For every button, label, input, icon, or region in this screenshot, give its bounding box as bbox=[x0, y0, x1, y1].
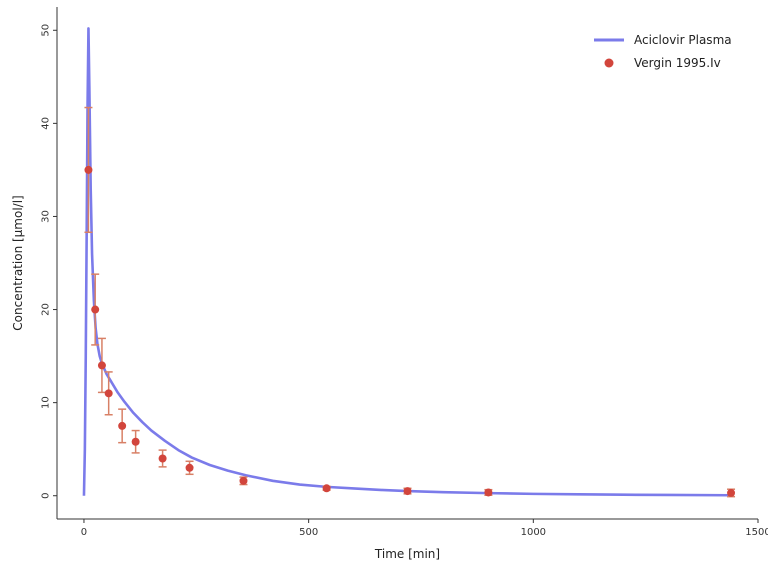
y-tick-label: 30 bbox=[41, 210, 52, 223]
observed-point-group bbox=[403, 487, 412, 496]
observed-point-group bbox=[104, 371, 113, 416]
y-tick-label: 40 bbox=[41, 117, 52, 130]
observed-point bbox=[118, 421, 127, 430]
series-layer bbox=[82, 27, 736, 498]
observed-point-group bbox=[484, 488, 493, 497]
x-axis-label: Time [min] bbox=[374, 547, 440, 561]
observed-point-group bbox=[185, 460, 194, 476]
y-tick-label: 50 bbox=[41, 24, 52, 37]
observed-point bbox=[403, 487, 412, 496]
observed-point bbox=[239, 476, 248, 485]
simulation-line bbox=[82, 27, 732, 497]
observed-point bbox=[158, 454, 167, 463]
observed-point-group bbox=[84, 106, 93, 234]
legend-point-swatch bbox=[604, 58, 614, 68]
x-tick-label: 1000 bbox=[521, 527, 546, 538]
observed-point-group bbox=[131, 429, 140, 454]
legend: Aciclovir Plasma Vergin 1995.Iv bbox=[594, 33, 732, 70]
observed-point bbox=[91, 305, 100, 314]
observed-point bbox=[322, 484, 331, 493]
x-tick-label: 500 bbox=[299, 527, 318, 538]
x-tick-label: 1500 bbox=[745, 527, 768, 538]
observed-point bbox=[104, 389, 113, 398]
y-tick-label: 0 bbox=[41, 493, 52, 499]
observed-point-group bbox=[118, 408, 127, 444]
observed-point-group bbox=[97, 337, 106, 394]
x-ticks: 0 500 1000 1500 bbox=[81, 519, 768, 538]
axes bbox=[56, 7, 758, 520]
observed-point bbox=[185, 463, 194, 472]
x-tick-label: 0 bbox=[81, 527, 87, 538]
observed-point-group bbox=[727, 488, 736, 498]
observed-point-group bbox=[91, 273, 100, 346]
observed-point bbox=[97, 361, 106, 370]
observed-point-group bbox=[158, 449, 167, 468]
observed-point bbox=[131, 437, 140, 446]
observed-point-group bbox=[322, 484, 331, 493]
y-axis-label: Concentration [µmol/l] bbox=[11, 195, 25, 330]
observed-point bbox=[484, 488, 493, 497]
legend-label-simulation: Aciclovir Plasma bbox=[634, 33, 732, 47]
y-tick-label: 20 bbox=[41, 303, 52, 316]
y-tick-label: 10 bbox=[41, 396, 52, 409]
legend-label-observed: Vergin 1995.Iv bbox=[634, 56, 721, 70]
observed-point bbox=[84, 165, 93, 174]
y-ticks: 0 10 20 30 40 50 bbox=[41, 24, 57, 499]
observed-point-group bbox=[239, 476, 248, 486]
observed-point bbox=[727, 488, 736, 497]
